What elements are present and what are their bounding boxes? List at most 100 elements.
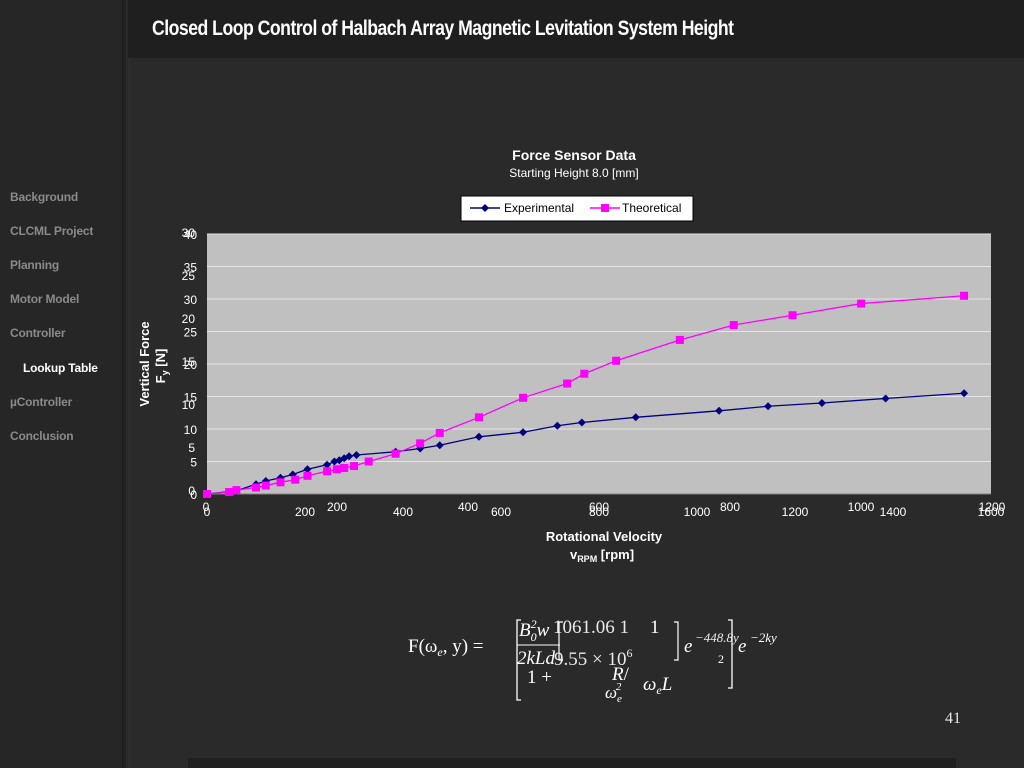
experimental-data-point (631, 413, 640, 422)
experimental-data-point (817, 399, 826, 407)
y-tick-label: 30 (184, 293, 198, 307)
ghost-y-tick-label: 30 (182, 226, 196, 240)
legend-theoretical-label: Theoretical (622, 201, 681, 215)
x-tick-label: 1000 (684, 505, 711, 519)
experimental-data-point (519, 428, 528, 437)
ghost-y-tick-label: 20 (182, 312, 196, 326)
x-tick-label: 1400 (880, 505, 907, 519)
ghost-y-tick-label: 25 (182, 269, 196, 283)
formula-right-bracket (728, 619, 733, 689)
ghost-y-tick-label: 10 (182, 398, 196, 412)
y-tick-label: 0 (190, 488, 197, 502)
formula-omega-squared: ωe2 (605, 681, 622, 705)
theoretical-data-point (788, 311, 797, 320)
experimental-data-point (960, 389, 969, 398)
y-tick-label: 25 (184, 326, 198, 340)
ghost-x-tick-label: 400 (458, 500, 478, 514)
ghost-x-tick-label: 1200 (979, 500, 1006, 514)
theoretical-data-point (960, 291, 969, 300)
y-axis-label: Vertical Force Fy [N] (137, 321, 170, 406)
y-tick-label: 20 (184, 358, 198, 372)
theoretical-data-point (340, 464, 349, 472)
x-tick-label: 800 (589, 505, 609, 519)
theoretical-data-point (323, 467, 332, 476)
ghost-x-tick-label: 600 (589, 500, 609, 514)
sidebar-item-clcml-project[interactable]: CLCML Project (10, 224, 94, 238)
formula-one: 1 (650, 617, 660, 638)
formula-ghost-numerator: 1061.06 1 (553, 617, 629, 638)
sidebar (0, 0, 128, 768)
theoretical-data-point (303, 471, 312, 480)
bottom-strip (188, 758, 956, 768)
series (203, 291, 969, 498)
formula-numerator: B02w (519, 617, 550, 644)
experimental-data-point (303, 465, 312, 474)
sidebar-item-background[interactable]: Background (10, 190, 79, 204)
theoretical-data-point (435, 428, 444, 437)
ghost-x-tick-label: 800 (720, 500, 740, 514)
legend-experimental-label: Experimental (504, 201, 574, 215)
title-bar (128, 0, 1024, 58)
formula-exp-e2: e (738, 636, 746, 657)
y-axis-label-line2: Fy [N] (153, 349, 170, 384)
x-tick-label: 1600 (978, 505, 1005, 519)
theoretical-data-point (391, 449, 400, 458)
theoretical-data-point (729, 321, 738, 329)
ghost-y-tick-label: 0 (188, 484, 195, 498)
formula-inner-left-bracket (558, 621, 563, 661)
slide-number: 41 (945, 710, 961, 727)
theoretical-data-point (332, 465, 341, 474)
sidebar-item-ucontroller[interactable]: µController (10, 395, 73, 409)
x-tick-label: 200 (295, 505, 315, 519)
y-tick-label: 35 (184, 261, 198, 275)
ghost-x-tick-label: 200 (327, 500, 347, 514)
sidebar-item-planning[interactable]: Planning (10, 258, 60, 272)
x-tick-label: 400 (393, 505, 413, 519)
chart-subtitle: Starting Height 8.0 [mm] (509, 166, 638, 180)
sidebar-item-lookup-table[interactable]: Lookup Table (23, 361, 98, 375)
sidebar-item-conclusion[interactable]: Conclusion (10, 429, 74, 443)
sidebar-item-controller[interactable]: Controller (10, 326, 66, 340)
formula-r-over-omega: R/ (611, 664, 630, 685)
experimental-data-point (323, 460, 332, 469)
legend-theoretical-marker (601, 204, 609, 212)
ghost-x-tick-label: 1000 (848, 500, 875, 514)
formula-lhs: F(ωe, y) = (408, 636, 484, 659)
formula-ghost: 1061.06 1 9.55 × 106 −448.8y (553, 617, 739, 670)
x-tick-label: 600 (491, 505, 511, 519)
experimental-data-point (715, 406, 724, 415)
formula-exponent: −2ky (750, 630, 777, 645)
experimental-data-point (435, 441, 444, 450)
theoretical-data-point (474, 413, 483, 422)
theoretical-data-point (519, 393, 528, 402)
formula-square: 2 (718, 652, 724, 666)
x-tick-label: 0 (204, 505, 211, 519)
y-tick-label: 40 (184, 228, 198, 242)
y-axis-label-line1: Vertical Force (137, 321, 152, 406)
page-title: Closed Loop Control of Halbach Array Mag… (152, 17, 734, 40)
theoretical-data-point (612, 356, 621, 365)
sidebar-divider (122, 0, 130, 768)
formula-inner-right-bracket (674, 621, 679, 661)
formula-denominator: 2kLd (517, 648, 556, 669)
sidebar-item-motor-model[interactable]: Motor Model (10, 292, 80, 306)
y-tick-label: 15 (184, 391, 198, 405)
x-axis-label: Rotational Velocity vRPM [rpm] (546, 529, 663, 564)
theoretical-data-point (276, 478, 285, 487)
theoretical-data-point (232, 486, 241, 495)
x-axis-label-line2: vRPM [rpm] (570, 547, 634, 564)
formula-left-bracket (516, 619, 521, 701)
y-tick-label: 10 (184, 423, 198, 437)
theoretical-data-point (291, 475, 300, 484)
experimental-data-point (764, 402, 773, 411)
experimental-data-point (345, 452, 354, 461)
formula-exp-e: e (684, 636, 692, 657)
gridlines (207, 233, 991, 462)
theoretical-data-point (252, 483, 260, 492)
ghost-x-tick-label: 0 (203, 500, 210, 514)
experimental-data-point (352, 451, 361, 459)
experimental-data-point (577, 418, 586, 427)
ghost-y-tick-label: 5 (188, 441, 195, 455)
